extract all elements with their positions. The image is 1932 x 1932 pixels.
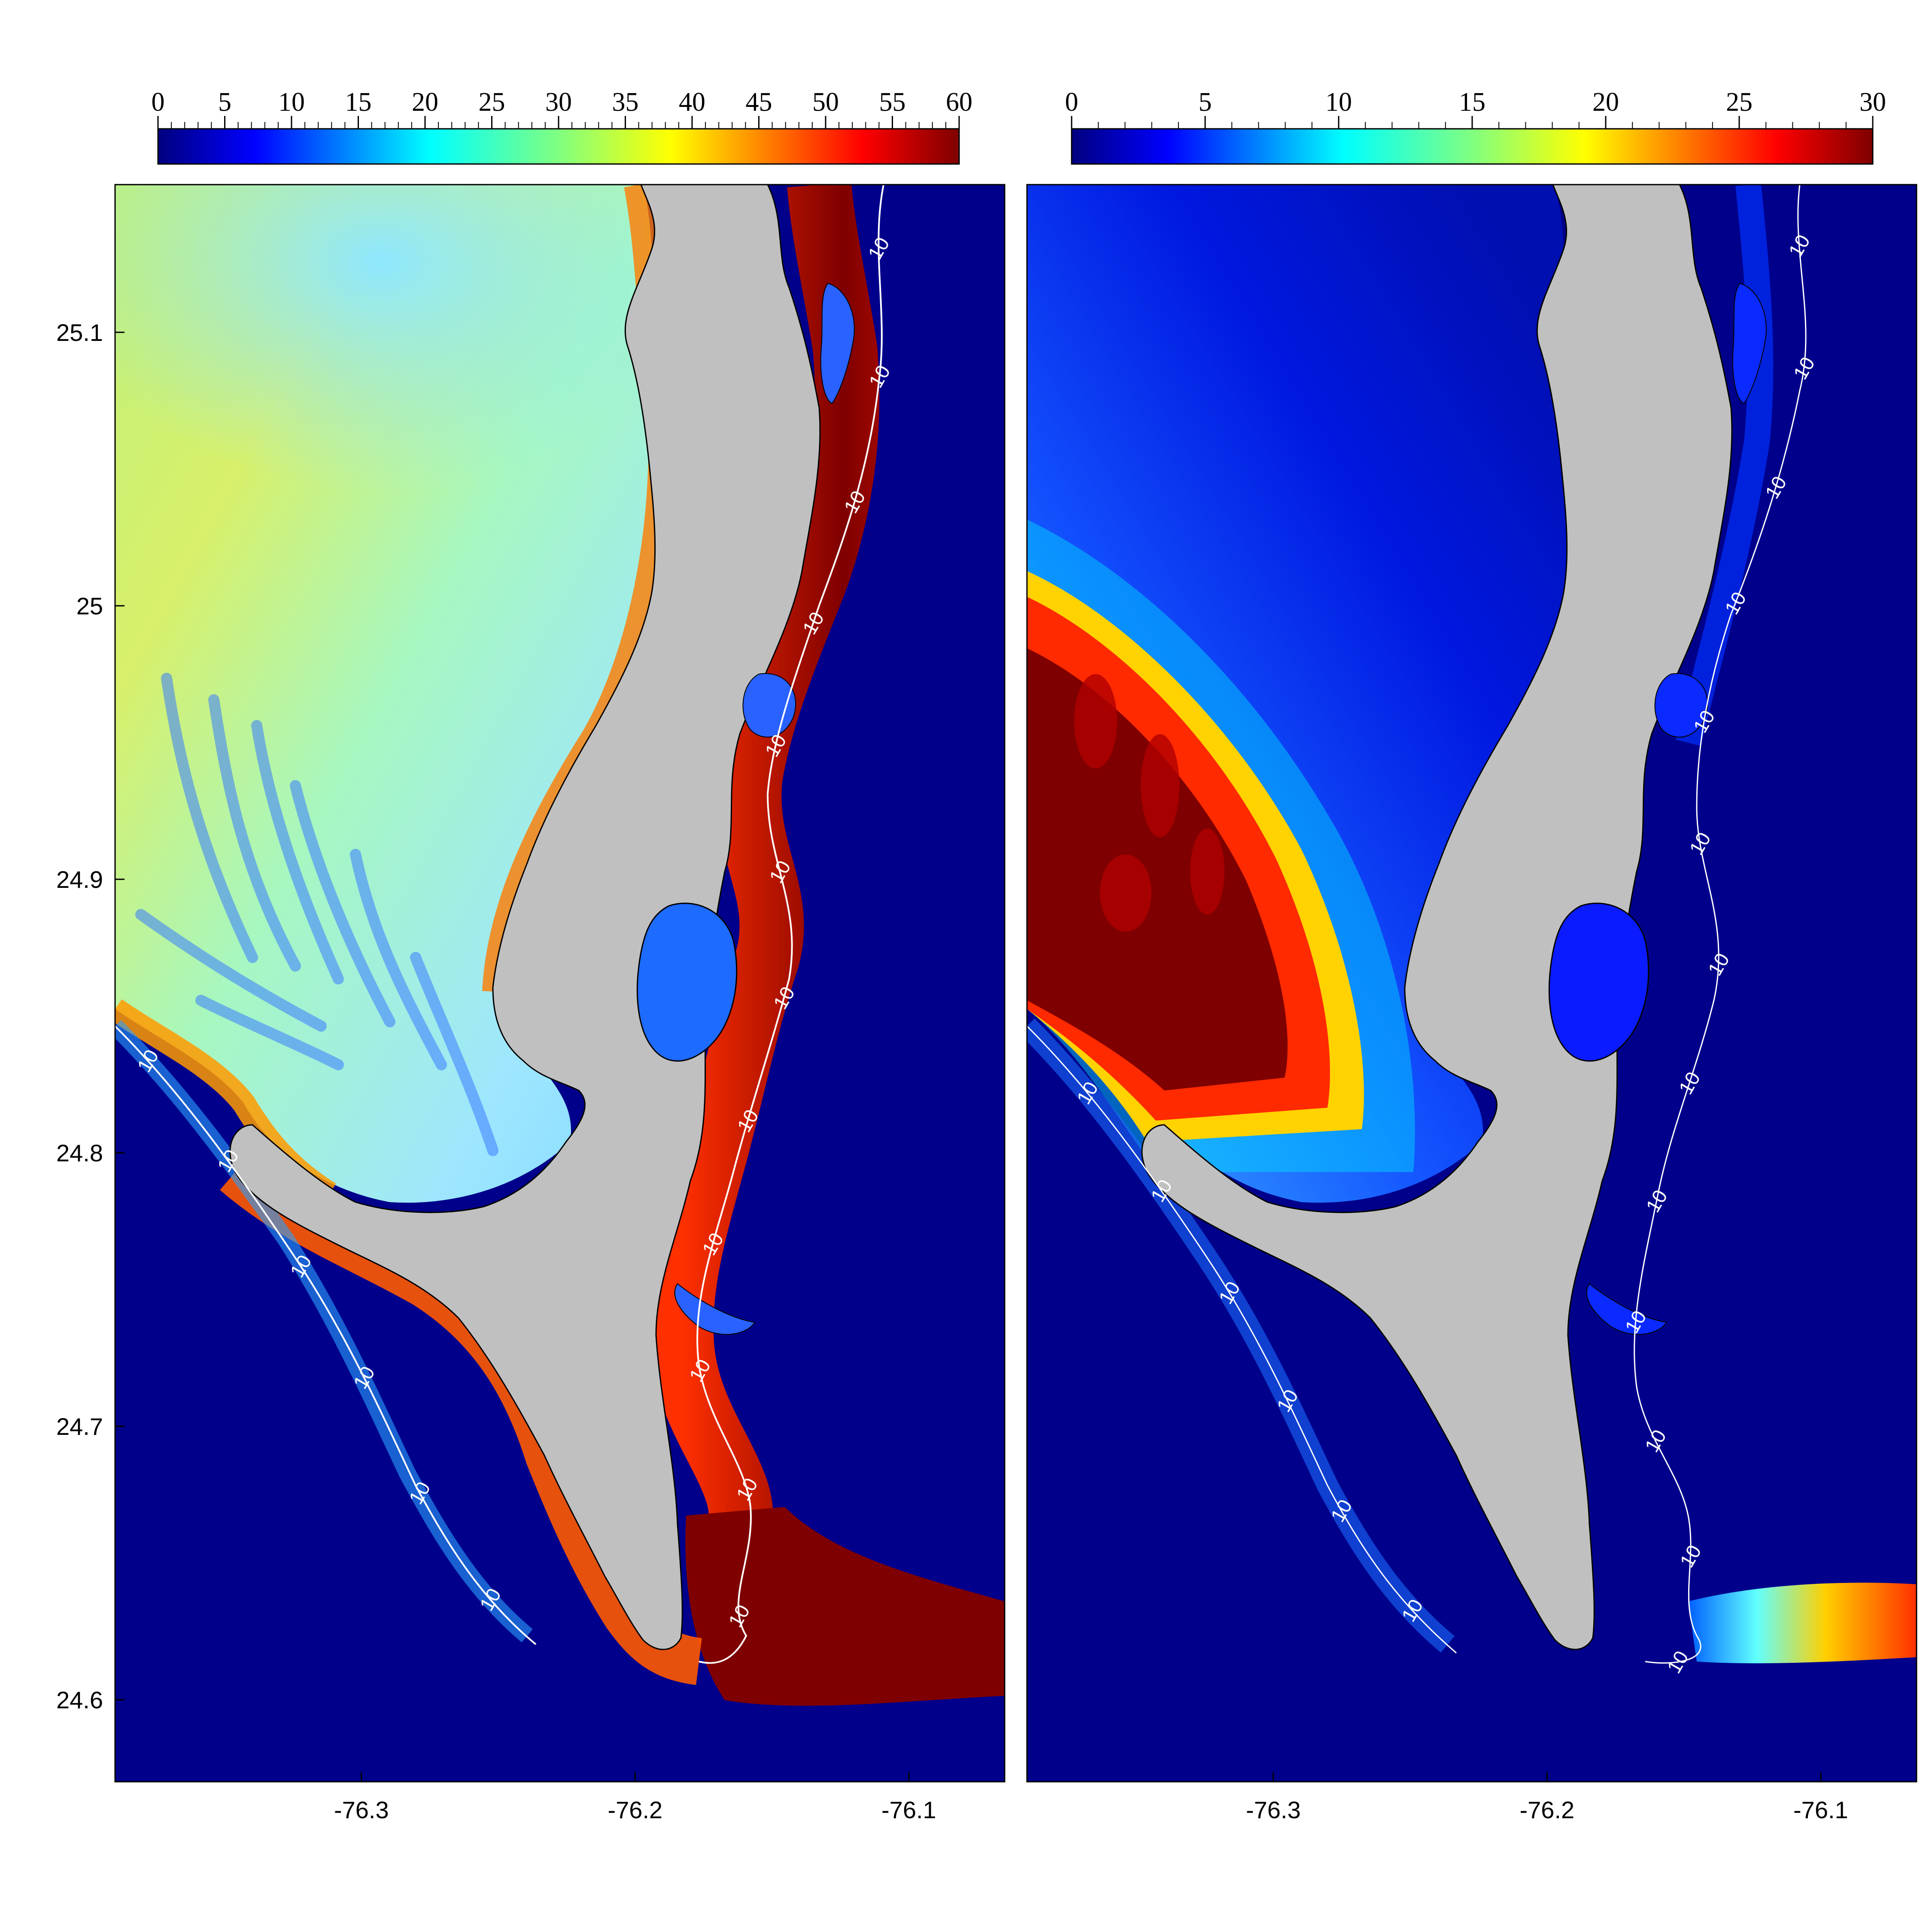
colorbar-tick-label: 20 bbox=[412, 88, 438, 117]
colorbar-tick-label: 35 bbox=[612, 88, 639, 117]
lat-tick-label: 24.8 bbox=[56, 1139, 103, 1166]
colorbar-left: 0 5 10 15 20 25 30 35 40 45 50 55 60 bbox=[152, 88, 972, 165]
longitude-axis-right: -76.3 -76.2 -76.1 bbox=[1246, 1772, 1848, 1823]
contour-line-10 bbox=[1027, 185, 1807, 1664]
lon-tick-label: -76.1 bbox=[1793, 1796, 1848, 1823]
colorbar-tick-label: 25 bbox=[1726, 88, 1753, 117]
colorbar-tick-label: 55 bbox=[879, 88, 906, 117]
colorbar-tick-label: 30 bbox=[1859, 88, 1886, 117]
colorbar-tick-label: 60 bbox=[946, 88, 972, 117]
lat-tick-label: 24.7 bbox=[56, 1413, 103, 1440]
colorbar-gradient bbox=[157, 128, 960, 165]
map-frame-left bbox=[114, 184, 1005, 1783]
colorbar-ticks: 0 5 10 15 20 25 30 35 40 45 50 55 60 bbox=[152, 88, 972, 129]
map-frame-right bbox=[1026, 184, 1917, 1783]
lon-tick-label: -76.2 bbox=[608, 1796, 663, 1823]
colorbar-tick-label: 20 bbox=[1592, 88, 1619, 117]
colorbar-tick-label: 15 bbox=[345, 88, 372, 117]
lat-tick-label: 24.6 bbox=[56, 1686, 103, 1713]
colorbar-tick-label: 25 bbox=[479, 88, 505, 117]
lon-tick-label: -76.2 bbox=[1520, 1796, 1575, 1823]
colorbar-tick-label: 10 bbox=[1325, 88, 1352, 117]
colorbar-tick-label: 5 bbox=[218, 88, 231, 117]
lat-tick-label: 25.1 bbox=[56, 319, 103, 346]
contour-line-10 bbox=[115, 185, 884, 1664]
colorbar-tick-label: 0 bbox=[152, 88, 165, 117]
colorbar-tick-label: 50 bbox=[812, 88, 839, 117]
colorbar-gradient bbox=[1071, 128, 1874, 165]
latitude-axis: 25.1 25 24.9 24.8 24.7 24.6 bbox=[56, 319, 125, 1713]
colorbar-tick-label: 40 bbox=[679, 88, 705, 117]
colorbar-right: 0 5 10 15 20 25 30 bbox=[1065, 88, 1886, 165]
bank-streaks bbox=[135, 673, 498, 1156]
lon-tick-label: -76.3 bbox=[334, 1796, 389, 1823]
colorbar-tick-label: 5 bbox=[1199, 88, 1212, 117]
lat-tick-label: 24.9 bbox=[56, 866, 103, 893]
lon-tick-label: -76.1 bbox=[881, 1796, 936, 1823]
colorbar-tick-label: 10 bbox=[278, 88, 305, 117]
colorbar-ticks: 0 5 10 15 20 25 30 bbox=[1065, 88, 1886, 129]
colorbar-tick-label: 0 bbox=[1065, 88, 1078, 117]
colorbar-tick-label: 45 bbox=[746, 88, 772, 117]
colorbar-tick-label: 15 bbox=[1459, 88, 1485, 117]
hot-strip-southeast bbox=[1688, 1583, 1917, 1664]
longitude-axis-left: -76.3 -76.2 -76.1 bbox=[334, 1772, 936, 1823]
lon-tick-label: -76.3 bbox=[1246, 1796, 1301, 1823]
lat-tick-label: 25 bbox=[76, 592, 103, 620]
colorbar-tick-label: 30 bbox=[545, 88, 572, 117]
